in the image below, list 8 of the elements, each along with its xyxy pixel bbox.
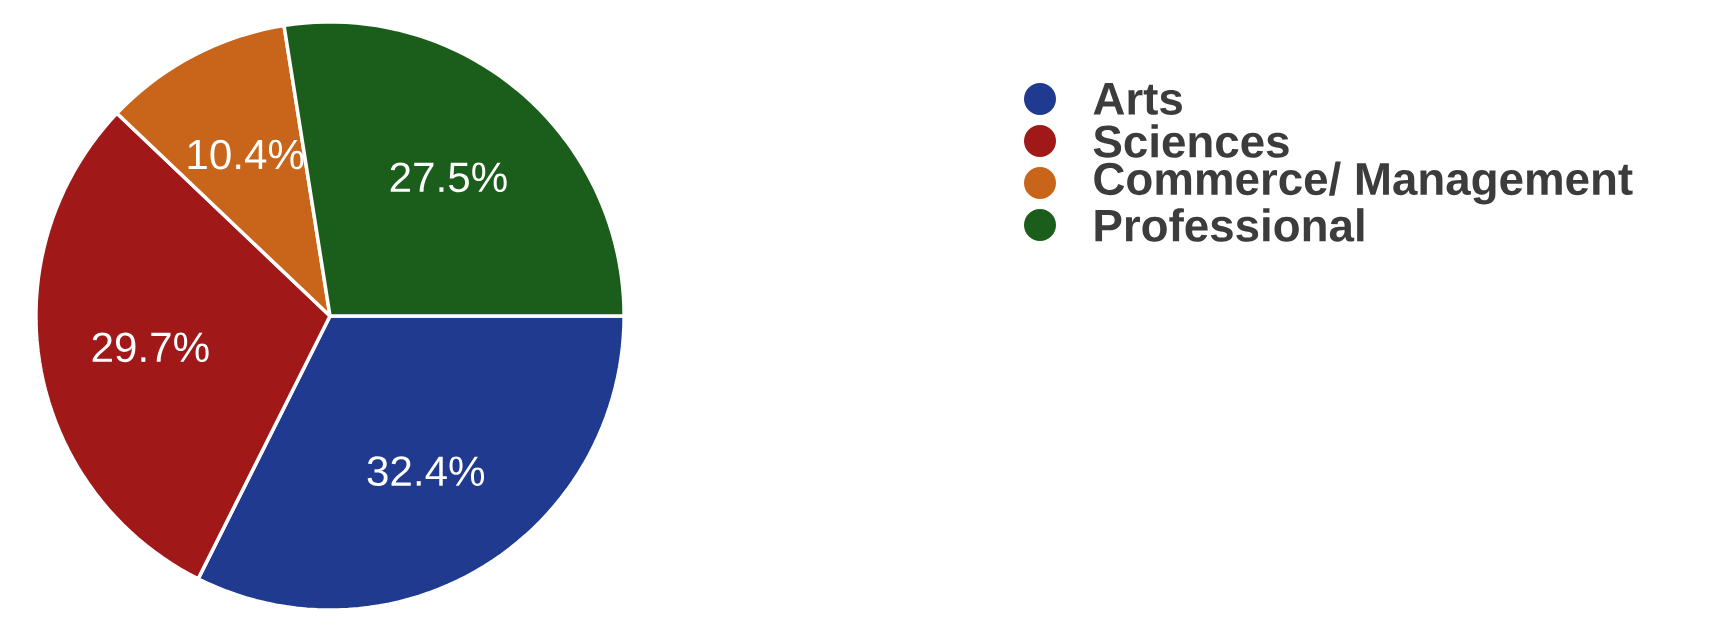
data-label: 10.4%	[188, 139, 304, 170]
legend-label: Commerce/ Management	[1094, 161, 1633, 205]
legend-label: Professional	[1095, 208, 1364, 242]
data-label: 29.7%	[92, 332, 209, 363]
legend-label: Arts	[1093, 83, 1182, 115]
data-label: 32.4%	[367, 456, 485, 487]
data-label: 27.5%	[390, 162, 507, 193]
legend-label: Sciences	[1093, 124, 1289, 158]
